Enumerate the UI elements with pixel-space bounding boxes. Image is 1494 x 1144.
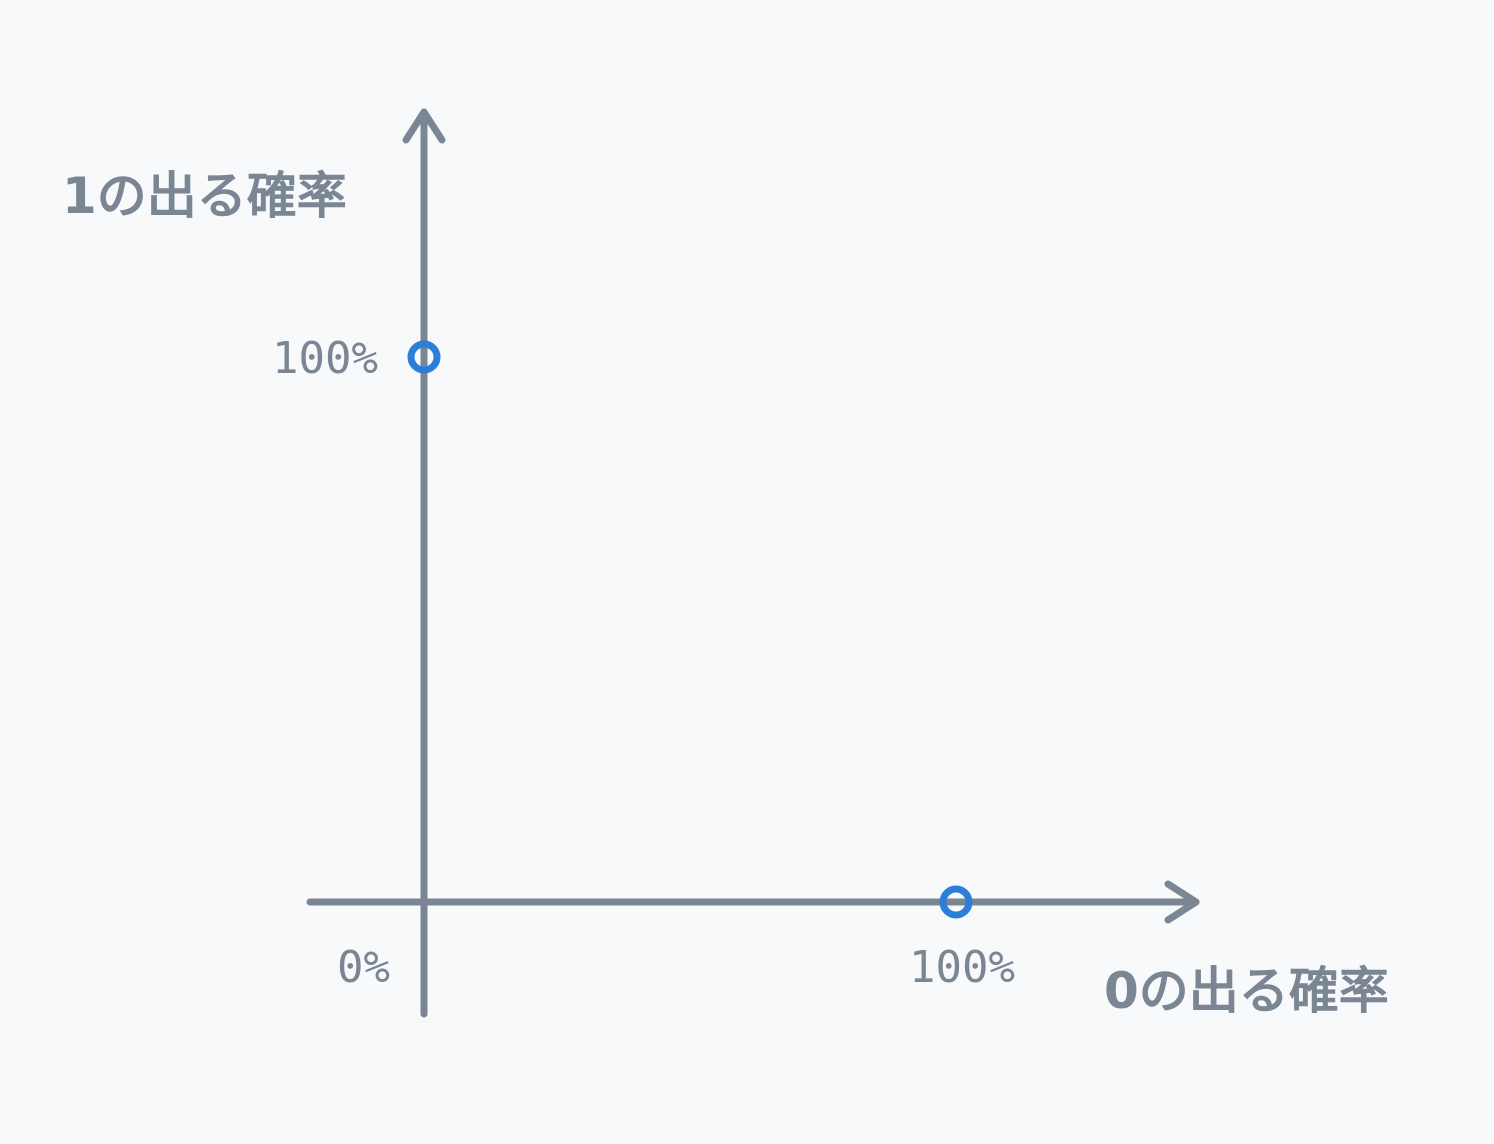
data-point-0 <box>407 340 441 374</box>
y-tick-label-100: 100% <box>272 333 378 384</box>
origin-tick-label: 0% <box>337 942 390 993</box>
x-axis <box>306 880 1200 924</box>
x-tick-label-100: 100% <box>909 942 1015 993</box>
x-axis-arrow <box>1164 880 1200 924</box>
y-axis-arrow <box>402 108 446 144</box>
data-points <box>407 340 973 919</box>
x-axis-title: 0の出る確率 <box>1104 962 1389 1020</box>
y-axis-title: 1の出る確率 <box>62 167 347 225</box>
y-axis <box>402 108 446 1018</box>
data-point-1 <box>939 885 973 919</box>
